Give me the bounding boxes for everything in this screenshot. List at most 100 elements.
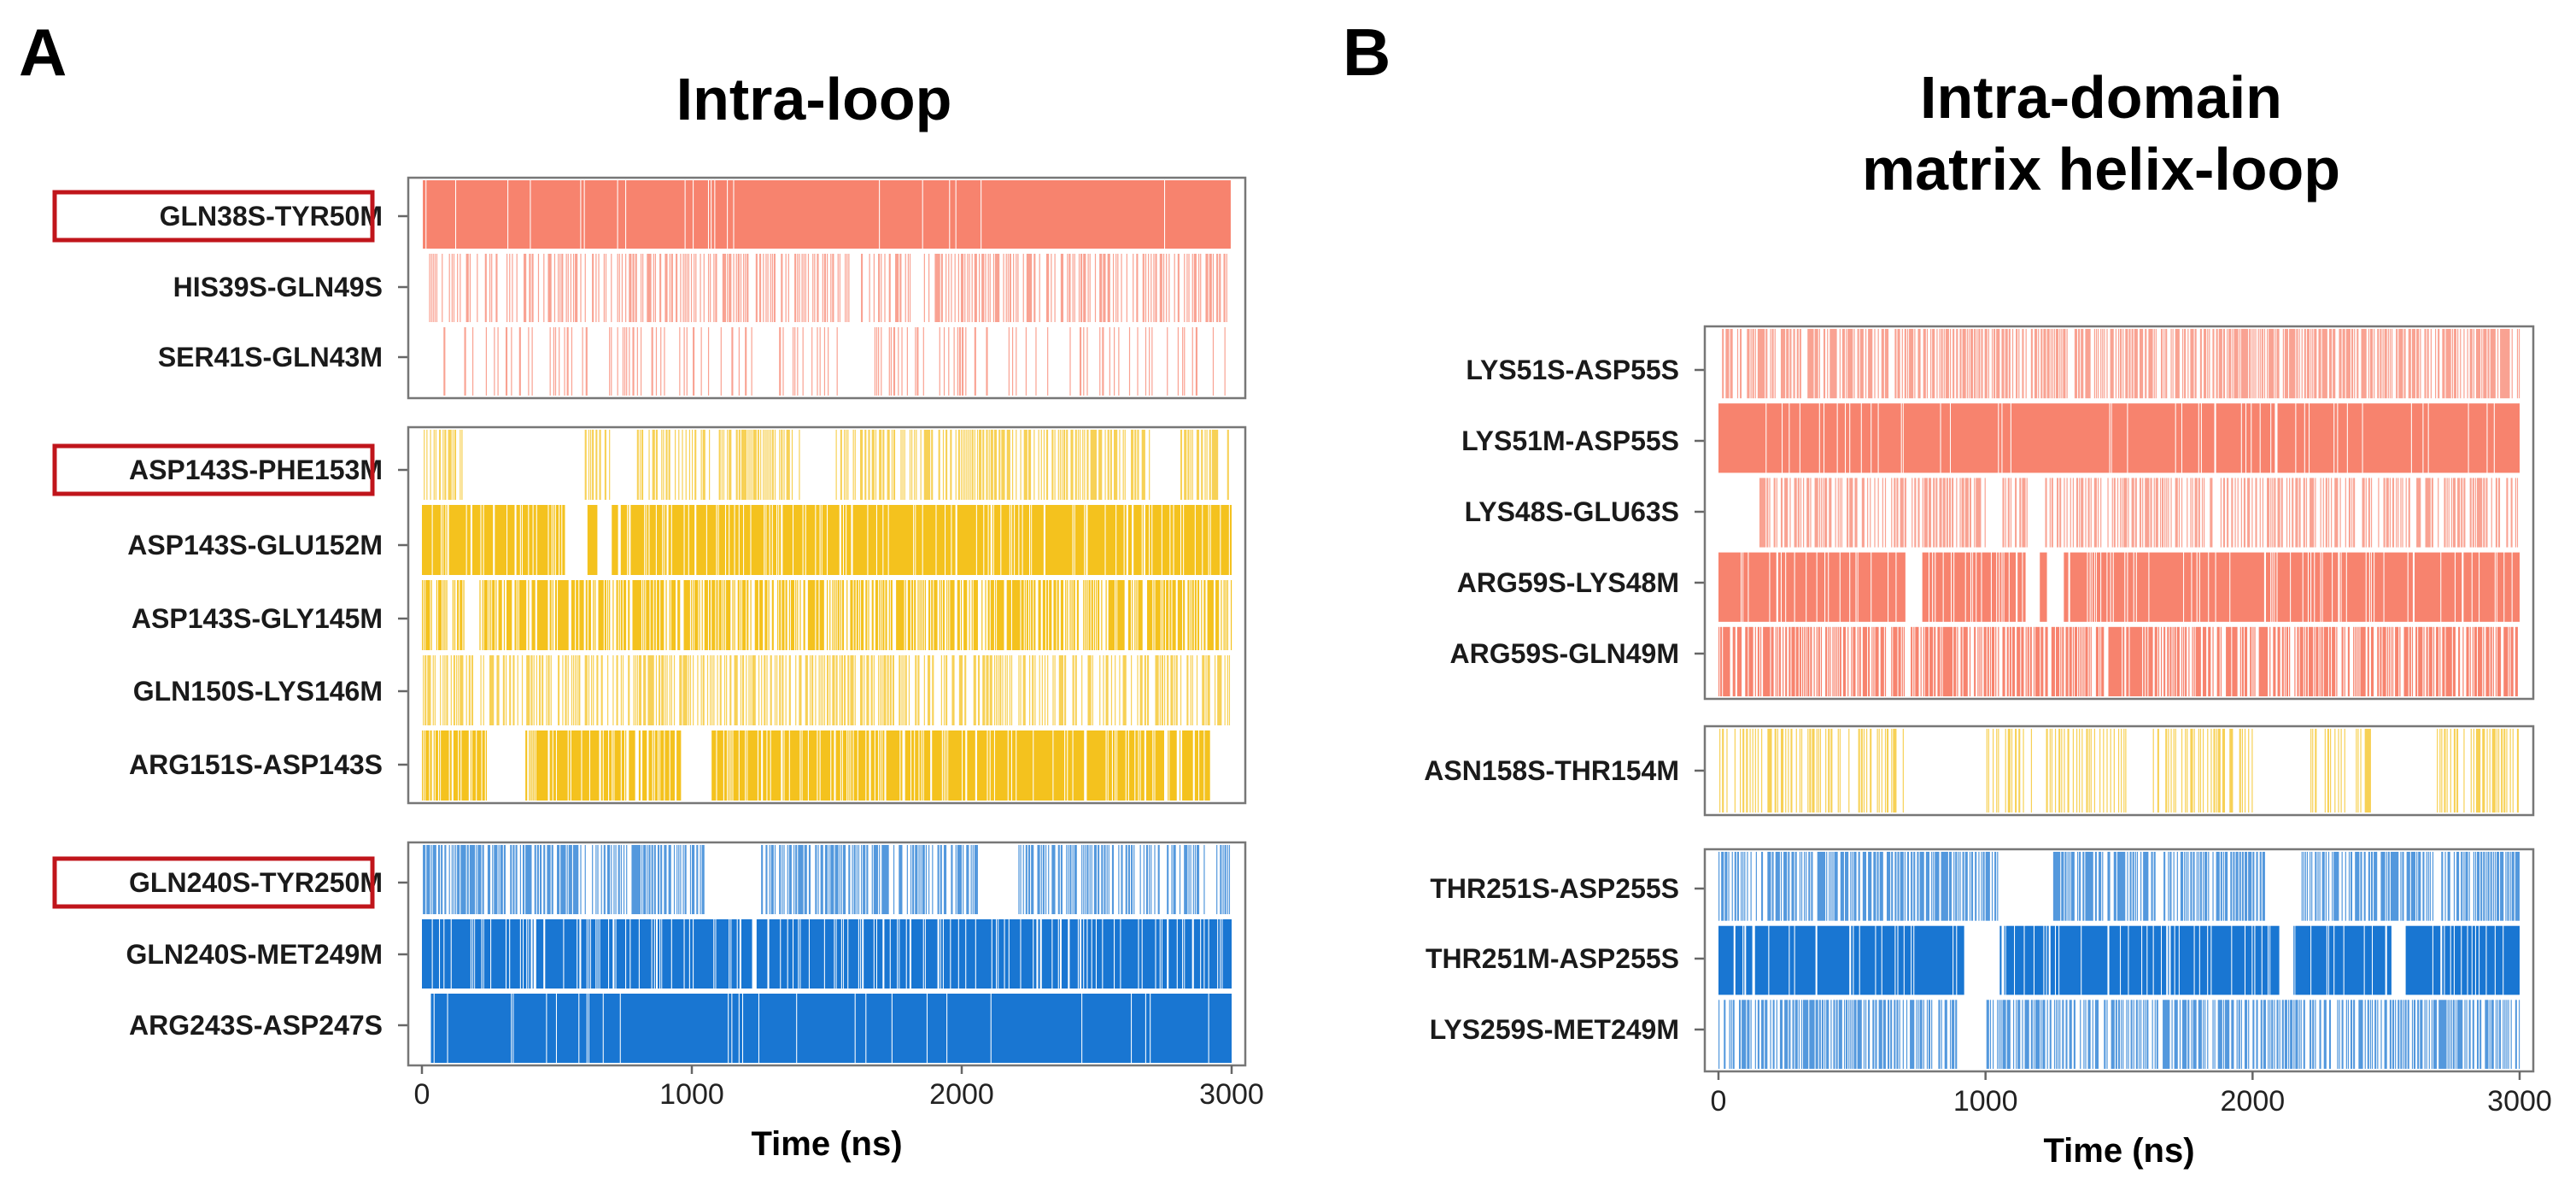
contact-event	[1800, 729, 1803, 813]
contact-event	[2456, 852, 2460, 921]
contact-event	[2179, 1000, 2181, 1069]
contact-event	[2090, 552, 2092, 622]
contact-event	[639, 430, 641, 500]
contact-event	[1721, 852, 1724, 921]
contact-event	[1772, 1000, 1775, 1069]
contact-event	[694, 919, 714, 989]
contact-event	[683, 327, 685, 396]
contact-event	[1759, 626, 1762, 696]
contact-event	[2506, 729, 2508, 813]
contact-event	[840, 505, 843, 575]
contact-event	[1936, 329, 1938, 399]
contact-event	[1052, 919, 1058, 989]
contact-event	[966, 430, 968, 500]
contact-event	[940, 254, 943, 322]
contact-event	[534, 730, 536, 801]
highlight-box	[52, 190, 375, 243]
contact-event	[1191, 580, 1194, 650]
contact-event	[589, 430, 592, 500]
contact-event	[553, 327, 554, 396]
contact-event	[1746, 729, 1748, 813]
contact-event	[2220, 852, 2222, 921]
contact-event	[925, 919, 938, 989]
contact-group-3: THR251S-ASP255STHR251M-ASP255SLYS259S-ME…	[1426, 848, 2535, 1073]
contact-event	[726, 580, 731, 650]
contact-event	[539, 845, 542, 914]
contact-event	[2489, 1000, 2491, 1069]
contact-event	[1819, 729, 1822, 813]
contact-event	[871, 580, 874, 650]
contact-event	[1955, 1000, 1958, 1069]
contact-event	[1839, 729, 1841, 813]
contact-event	[1177, 254, 1180, 322]
contact-event	[2508, 1000, 2509, 1069]
contact-event	[1875, 626, 1879, 696]
contact-event	[531, 580, 536, 650]
contact-event	[2202, 852, 2204, 921]
contact-event	[1149, 327, 1150, 396]
contact-event	[2479, 552, 2495, 622]
contact-event	[2198, 403, 2201, 473]
contact-event	[770, 505, 772, 575]
contact-event	[1839, 626, 1841, 696]
contact-event	[1114, 327, 1115, 396]
contact-event	[2251, 729, 2253, 813]
contact-event	[2004, 552, 2009, 622]
contact-event	[561, 254, 564, 322]
contact-event	[1026, 580, 1028, 650]
contact-event	[654, 919, 657, 989]
contact-event	[2364, 925, 2372, 995]
contact-event	[432, 505, 442, 575]
contact-event	[2090, 729, 2092, 813]
contact-event	[620, 505, 628, 575]
contact-event	[2051, 626, 2055, 696]
contact-event	[2019, 478, 2022, 548]
contact-event	[1884, 329, 1889, 399]
contact-event	[2254, 626, 2256, 696]
contact-event	[2021, 626, 2024, 696]
contact-event	[882, 730, 885, 801]
contact-event	[663, 505, 664, 575]
contact-event	[457, 845, 460, 914]
contact-event	[2179, 925, 2194, 995]
contact-event	[534, 845, 536, 914]
contact-event	[2208, 925, 2211, 995]
contact-event	[2377, 1000, 2379, 1069]
contact-event	[2239, 852, 2241, 921]
contact-event	[2396, 478, 2397, 548]
contact-event	[1964, 852, 1968, 921]
contact-event	[2318, 329, 2321, 399]
contact-event	[819, 580, 824, 650]
contact-event	[840, 430, 842, 500]
contact-event	[816, 505, 820, 575]
row-label: ARG243S-ASP247S	[129, 1010, 383, 1041]
contact-event	[768, 580, 770, 650]
contact-event	[2511, 852, 2515, 921]
contact-event	[639, 919, 652, 989]
contact-event	[1969, 478, 1971, 548]
contact-event	[721, 430, 723, 500]
contact-event	[1829, 552, 1840, 622]
contact-event	[692, 845, 695, 914]
contact-event	[1027, 845, 1031, 914]
contact-event	[1914, 478, 1917, 548]
contact-event	[686, 327, 688, 396]
contact-event	[2160, 329, 2163, 399]
contact-event	[1816, 626, 1818, 696]
contact-event	[1020, 655, 1022, 725]
contact-event	[1086, 327, 1088, 396]
contact-event	[453, 730, 459, 801]
contact-event	[805, 505, 816, 575]
contact-event	[1128, 730, 1135, 801]
contact-event	[2212, 329, 2215, 399]
contact-event	[653, 580, 656, 650]
contact-event	[1943, 329, 1945, 399]
contact-event	[674, 430, 676, 500]
contact-event	[992, 919, 997, 989]
contact-event	[689, 845, 692, 914]
contact-event	[858, 580, 861, 650]
contact-event	[1198, 254, 1200, 322]
contact-event	[1975, 852, 1977, 921]
contact-event	[2472, 1000, 2474, 1069]
contact-event	[1868, 852, 1872, 921]
